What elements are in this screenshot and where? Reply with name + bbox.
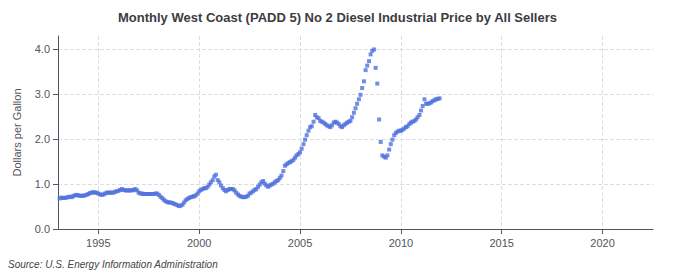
svg-text:2015: 2015 [489,237,513,249]
svg-text:3.0: 3.0 [35,88,50,100]
svg-text:4.0: 4.0 [35,43,50,55]
svg-text:2010: 2010 [389,237,413,249]
svg-text:0.0: 0.0 [35,223,50,235]
svg-text:1.0: 1.0 [35,178,50,190]
svg-text:Source: U.S. Energy Informatio: Source: U.S. Energy Information Administ… [8,259,218,270]
svg-text:2005: 2005 [288,237,312,249]
svg-text:2000: 2000 [187,237,211,249]
svg-text:2.0: 2.0 [35,133,50,145]
svg-text:Dollars per Gallon: Dollars per Gallon [11,88,23,176]
svg-text:2020: 2020 [590,237,614,249]
svg-text:Monthly West Coast (PADD 5) No: Monthly West Coast (PADD 5) No 2 Diesel … [118,10,557,25]
svg-text:1995: 1995 [86,237,110,249]
